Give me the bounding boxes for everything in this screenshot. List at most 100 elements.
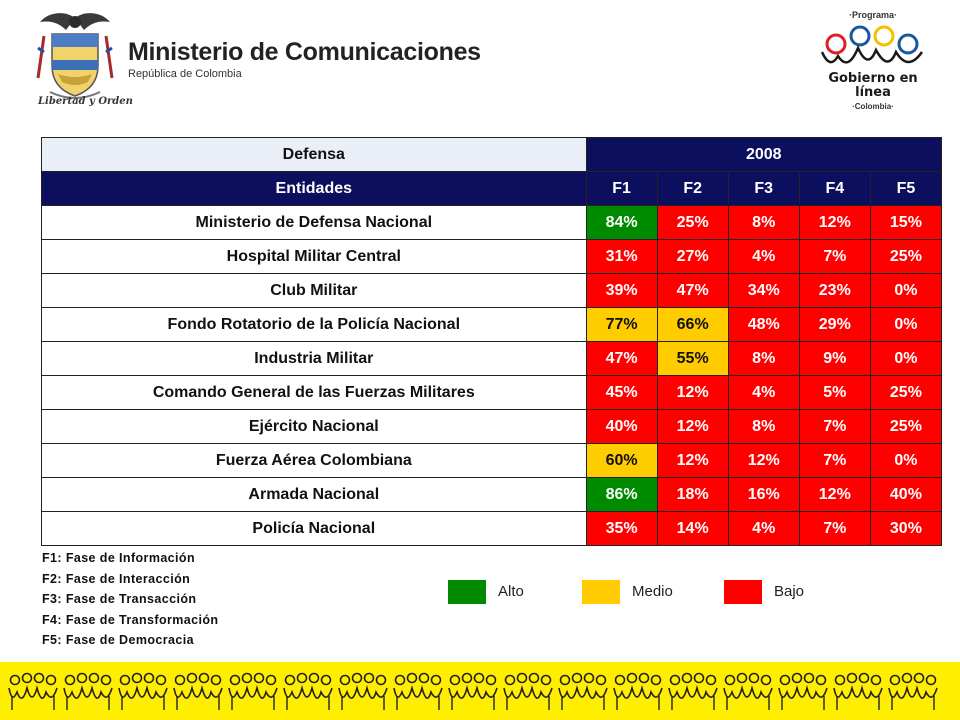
phase-value-cell: 16% xyxy=(727,477,800,512)
phase-value-cell: 12% xyxy=(798,205,871,240)
program-title: Gobierno en línea xyxy=(828,71,918,100)
phase-value-cell: 7% xyxy=(798,443,871,478)
people-group-icon xyxy=(833,672,883,710)
phase-value-cell: 12% xyxy=(656,409,729,444)
ministry-name: Ministerio de Comunicaciones xyxy=(128,38,481,66)
table-row: Industria Militar 47% 55% 8% 9% 0% xyxy=(41,341,943,376)
phase-value-cell: 0% xyxy=(869,273,943,308)
phase-value-cell: 5% xyxy=(798,375,871,410)
phase-value-cell: 39% xyxy=(585,273,658,308)
table-row: Fondo Rotatorio de la Policía Nacional 77… xyxy=(41,307,943,342)
motto: Libertad y Orden xyxy=(38,96,133,107)
phase-value-cell: 4% xyxy=(727,239,800,274)
phase-value-cell: 12% xyxy=(656,443,729,478)
phase-header: F4 xyxy=(798,171,871,206)
coat-of-arms-icon xyxy=(36,13,114,99)
phase-value-cell: 25% xyxy=(869,239,943,274)
people-group-icon xyxy=(503,672,553,710)
legend-label: Medio xyxy=(632,583,673,600)
program-logo: ·Programa· Gobierno en línea ·Colombia· xyxy=(812,8,934,116)
entity-name: Armada Nacional xyxy=(41,477,587,512)
phase-value-cell: 30% xyxy=(869,511,943,546)
phase-value-cell: 27% xyxy=(656,239,729,274)
table-row: Hospital Militar Central 31% 27% 4% 7% 25% xyxy=(41,239,943,274)
phase-value-cell: 8% xyxy=(727,409,800,444)
phase-value-cell: 40% xyxy=(869,477,943,512)
phase-value-cell: 8% xyxy=(727,341,800,376)
program-top-label: ·Programa· xyxy=(848,10,897,20)
phase-value-cell: 29% xyxy=(798,307,871,342)
people-group-icon xyxy=(778,672,828,710)
phase-value-cell: 12% xyxy=(798,477,871,512)
phase-value-cell: 34% xyxy=(727,273,800,308)
decorative-band xyxy=(0,662,960,720)
phase-header: F3 xyxy=(727,171,800,206)
phase-value-cell: 0% xyxy=(869,443,943,478)
entities-header: Entidades xyxy=(41,171,587,206)
phase-value-cell: 8% xyxy=(727,205,800,240)
legend-swatch xyxy=(724,580,762,604)
phase-value-cell: 7% xyxy=(798,409,871,444)
people-group-icon xyxy=(283,672,333,710)
legend-swatch xyxy=(448,580,486,604)
entity-name: Hospital Militar Central xyxy=(41,239,587,274)
entity-name: Fondo Rotatorio de la Policía Nacional xyxy=(41,307,587,342)
note-line: F1: Fase de Información xyxy=(42,551,195,565)
people-group-icon xyxy=(888,672,938,710)
entity-name: Fuerza Aérea Colombiana xyxy=(41,443,587,478)
people-group-icon xyxy=(338,672,388,710)
table-header-row: Entidades F1 F2 F3 F4 F5 xyxy=(41,171,943,206)
phase-value-cell: 86% xyxy=(585,477,658,512)
legend-swatch xyxy=(582,580,620,604)
phase-value-cell: 7% xyxy=(798,511,871,546)
phase-value-cell: 12% xyxy=(656,375,729,410)
entity-name: Ministerio de Defensa Nacional xyxy=(41,205,587,240)
phase-value-cell: 15% xyxy=(869,205,943,240)
people-group-icon xyxy=(723,672,773,710)
phase-value-cell: 35% xyxy=(585,511,658,546)
phase-value-cell: 40% xyxy=(585,409,658,444)
phase-value-cell: 7% xyxy=(798,239,871,274)
phase-value-cell: 18% xyxy=(656,477,729,512)
entities-table: Defensa 2008 Entidades F1 F2 F3 F4 F5 Mi… xyxy=(41,137,943,546)
legend-label: Alto xyxy=(498,583,524,600)
phase-value-cell: 25% xyxy=(869,409,943,444)
table-row: Ejército Nacional 40% 12% 8% 7% 25% xyxy=(41,409,943,444)
table-row: Comando General de las Fuerzas Militares… xyxy=(41,375,943,410)
people-pattern xyxy=(6,670,941,719)
phase-value-cell: 31% xyxy=(585,239,658,274)
phase-value-cell: 9% xyxy=(798,341,871,376)
table-row: Ministerio de Defensa Nacional 84% 25% 8% 12… xyxy=(41,205,943,240)
phase-value-cell: 45% xyxy=(585,375,658,410)
phase-value-cell: 23% xyxy=(798,273,871,308)
people-group-icon xyxy=(448,672,498,710)
phase-value-cell: 84% xyxy=(585,205,658,240)
entity-name: Ejército Nacional xyxy=(41,409,587,444)
phase-value-cell: 66% xyxy=(656,307,729,342)
entity-name: Club Militar xyxy=(41,273,587,308)
people-group-icon xyxy=(228,672,278,710)
phase-value-cell: 77% xyxy=(585,307,658,342)
phase-value-cell: 60% xyxy=(585,443,658,478)
people-figures-icon xyxy=(820,25,924,64)
header: Libertad y Orden Ministerio de Comunicac… xyxy=(0,0,960,130)
people-group-icon xyxy=(668,672,718,710)
table-row: Armada Nacional 86% 18% 16% 12% 40% xyxy=(41,477,943,512)
phase-value-cell: 14% xyxy=(656,511,729,546)
phase-value-cell: 0% xyxy=(869,307,943,342)
phase-header: F5 xyxy=(869,171,943,206)
table-row: Club Militar 39% 47% 34% 23% 0% xyxy=(41,273,943,308)
phase-value-cell: 4% xyxy=(727,511,800,546)
table-row: Fuerza Aérea Colombiana 60% 12% 12% 7% 0% xyxy=(41,443,943,478)
entity-name: Comando General de las Fuerzas Militares xyxy=(41,375,587,410)
phase-value-cell: 0% xyxy=(869,341,943,376)
year-header: 2008 xyxy=(585,137,943,172)
ministry-block: Ministerio de Comunicaciones República d… xyxy=(128,38,481,80)
phase-header: F2 xyxy=(656,171,729,206)
program-bottom-label: ·Colombia· xyxy=(852,102,894,111)
phase-value-cell: 55% xyxy=(656,341,729,376)
ministry-subtitle: República de Colombia xyxy=(128,68,242,80)
phase-value-cell: 25% xyxy=(869,375,943,410)
phase-value-cell: 47% xyxy=(585,341,658,376)
table-title-row: Defensa 2008 xyxy=(41,137,943,172)
